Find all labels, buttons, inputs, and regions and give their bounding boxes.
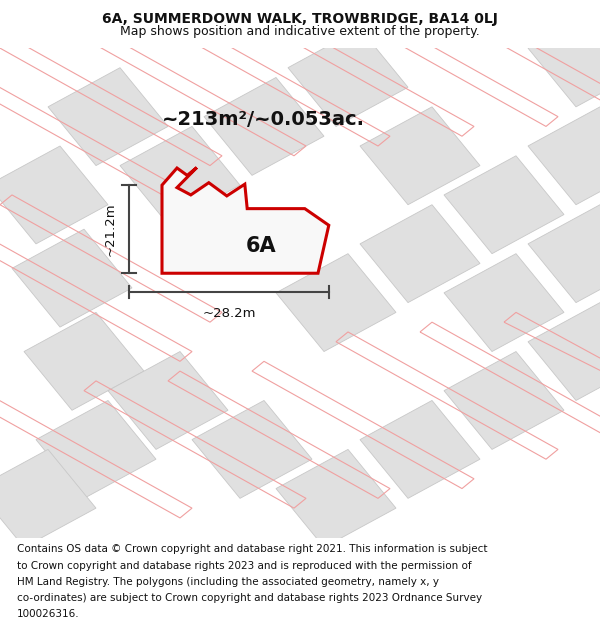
Polygon shape (120, 126, 240, 224)
Polygon shape (48, 68, 168, 166)
Polygon shape (36, 401, 156, 498)
Text: HM Land Registry. The polygons (including the associated geometry, namely x, y: HM Land Registry. The polygons (includin… (17, 576, 439, 586)
Polygon shape (162, 168, 329, 273)
Polygon shape (288, 29, 408, 126)
Polygon shape (24, 312, 144, 410)
Polygon shape (0, 449, 96, 548)
Text: to Crown copyright and database rights 2023 and is reproduced with the permissio: to Crown copyright and database rights 2… (17, 561, 472, 571)
Polygon shape (528, 302, 600, 401)
Polygon shape (276, 254, 396, 351)
Text: 6A, SUMMERDOWN WALK, TROWBRIDGE, BA14 0LJ: 6A, SUMMERDOWN WALK, TROWBRIDGE, BA14 0L… (102, 12, 498, 26)
Polygon shape (204, 78, 324, 176)
Text: 6A: 6A (245, 236, 277, 256)
Text: Contains OS data © Crown copyright and database right 2021. This information is : Contains OS data © Crown copyright and d… (17, 544, 487, 554)
Text: ~21.2m: ~21.2m (104, 202, 117, 256)
Polygon shape (444, 351, 564, 449)
Text: 100026316.: 100026316. (17, 609, 79, 619)
Polygon shape (0, 146, 108, 244)
Text: Map shows position and indicative extent of the property.: Map shows position and indicative extent… (120, 24, 480, 38)
Text: ~213m²/~0.053ac.: ~213m²/~0.053ac. (162, 109, 365, 129)
Text: co-ordinates) are subject to Crown copyright and database rights 2023 Ordnance S: co-ordinates) are subject to Crown copyr… (17, 592, 482, 602)
Text: ~28.2m: ~28.2m (202, 308, 256, 321)
Polygon shape (360, 401, 480, 498)
Polygon shape (276, 449, 396, 548)
Polygon shape (528, 205, 600, 302)
Polygon shape (192, 401, 312, 498)
Polygon shape (12, 229, 132, 327)
Polygon shape (108, 351, 228, 449)
Polygon shape (360, 205, 480, 302)
Polygon shape (528, 107, 600, 205)
Polygon shape (444, 254, 564, 351)
Polygon shape (444, 156, 564, 254)
Polygon shape (360, 107, 480, 205)
Polygon shape (528, 9, 600, 107)
